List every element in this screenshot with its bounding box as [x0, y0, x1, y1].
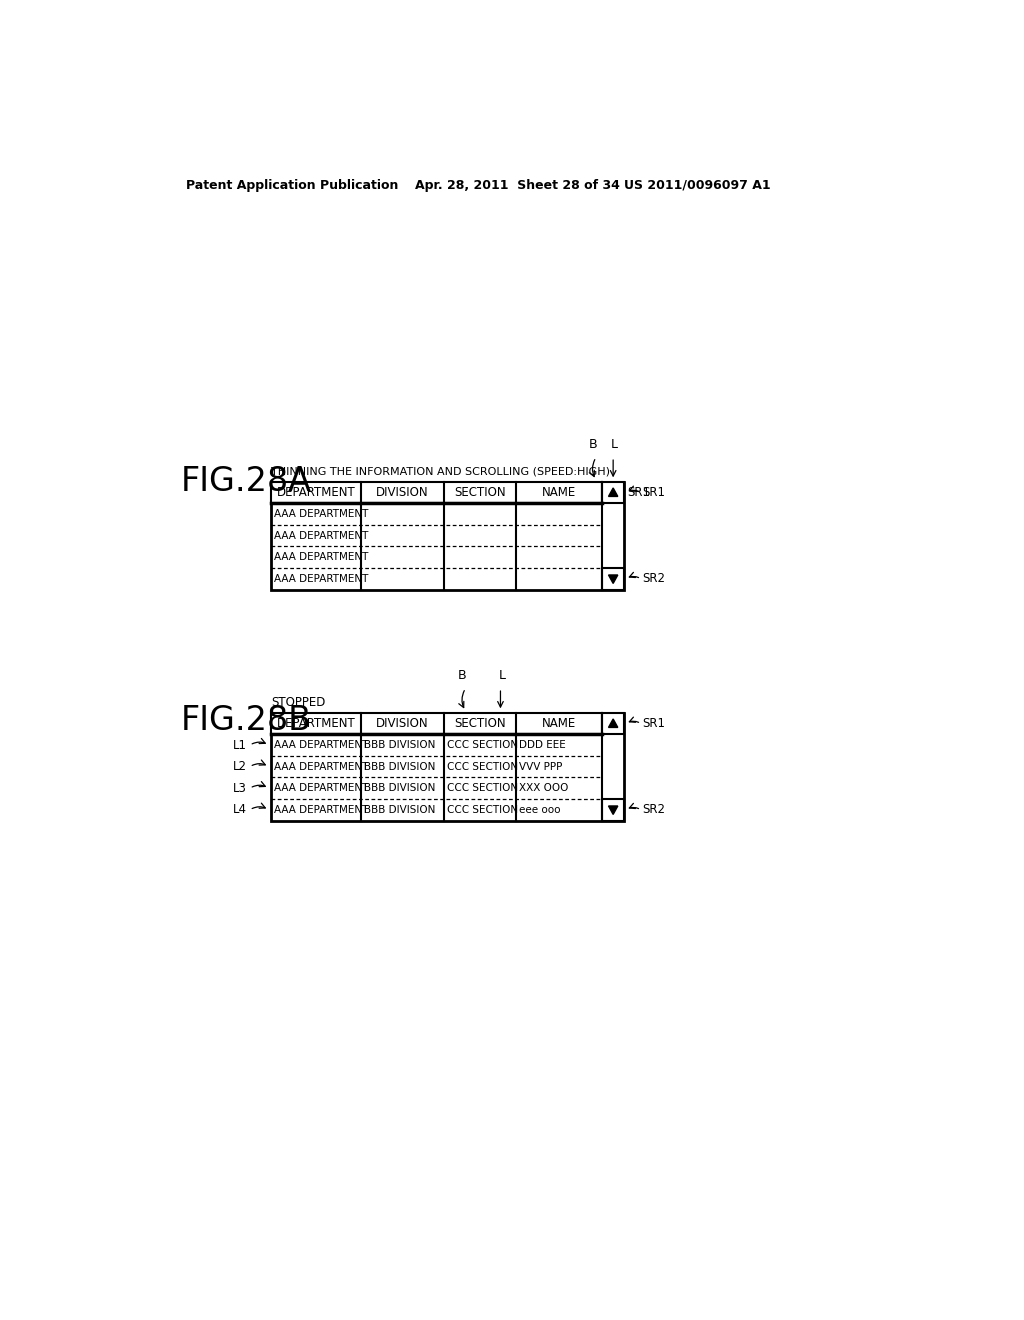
Polygon shape: [608, 807, 617, 814]
Text: B: B: [589, 438, 597, 451]
Text: AAA DEPARTMENT: AAA DEPARTMENT: [274, 510, 369, 519]
Text: BBB DIVISION: BBB DIVISION: [364, 805, 435, 814]
Text: L: L: [611, 438, 618, 451]
Text: NAME: NAME: [542, 717, 577, 730]
Bar: [602, 482, 624, 503]
Text: BBB DIVISION: BBB DIVISION: [364, 762, 435, 772]
Polygon shape: [608, 719, 617, 727]
Text: AAA DEPARTMENT: AAA DEPARTMENT: [274, 805, 369, 814]
Text: DIVISION: DIVISION: [376, 717, 429, 730]
Text: B: B: [458, 669, 467, 682]
Text: Patent Application Publication: Patent Application Publication: [186, 178, 398, 191]
Text: DDD EEE: DDD EEE: [518, 741, 565, 750]
Text: THINNING THE INFORMATION AND SCROLLING (SPEED:HIGH): THINNING THE INFORMATION AND SCROLLING (…: [271, 466, 610, 477]
Text: AAA DEPARTMENT: AAA DEPARTMENT: [274, 783, 369, 793]
Text: AAA DEPARTMENT: AAA DEPARTMENT: [274, 552, 369, 562]
Text: US 2011/0096097 A1: US 2011/0096097 A1: [624, 178, 771, 191]
Text: L4: L4: [232, 804, 247, 816]
Polygon shape: [608, 488, 617, 496]
Text: CCC SECTION: CCC SECTION: [447, 783, 518, 793]
Text: SR1: SR1: [643, 486, 666, 499]
Text: DEPARTMENT: DEPARTMENT: [276, 717, 355, 730]
Bar: [602, 799, 624, 821]
Text: SECTION: SECTION: [454, 486, 506, 499]
Text: DIVISION: DIVISION: [376, 486, 429, 499]
Text: AAA DEPARTMENT: AAA DEPARTMENT: [274, 574, 369, 583]
Text: CCC SECTION: CCC SECTION: [447, 805, 518, 814]
Text: AAA DEPARTMENT: AAA DEPARTMENT: [274, 531, 369, 541]
Bar: [602, 713, 624, 734]
Text: NAME: NAME: [542, 486, 577, 499]
Text: BBB DIVISION: BBB DIVISION: [364, 783, 435, 793]
Text: L: L: [499, 669, 506, 682]
Text: AAA DEPARTMENT: AAA DEPARTMENT: [274, 762, 369, 772]
Text: BBB DIVISION: BBB DIVISION: [364, 741, 435, 750]
Bar: [271, 713, 624, 821]
Bar: [602, 568, 624, 590]
Bar: [271, 482, 624, 590]
Polygon shape: [608, 576, 617, 583]
Text: VVV PPP: VVV PPP: [518, 762, 562, 772]
Text: SR1: SR1: [643, 717, 666, 730]
Text: L1: L1: [232, 739, 247, 751]
Text: SR1: SR1: [627, 486, 650, 499]
Text: Apr. 28, 2011  Sheet 28 of 34: Apr. 28, 2011 Sheet 28 of 34: [415, 178, 620, 191]
Text: eee ooo: eee ooo: [518, 805, 560, 814]
Text: SR2: SR2: [643, 804, 666, 816]
Text: FIG.28A: FIG.28A: [180, 466, 311, 499]
Text: FIG.28B: FIG.28B: [180, 704, 311, 737]
Text: CCC SECTION: CCC SECTION: [447, 741, 518, 750]
Text: CCC SECTION: CCC SECTION: [447, 762, 518, 772]
Bar: [271, 482, 602, 503]
Text: XXX OOO: XXX OOO: [518, 783, 568, 793]
Text: AAA DEPARTMENT: AAA DEPARTMENT: [274, 741, 369, 750]
Text: SR2: SR2: [643, 573, 666, 585]
Text: L2: L2: [232, 760, 247, 774]
Bar: [271, 713, 602, 734]
Text: L3: L3: [232, 781, 247, 795]
Text: DEPARTMENT: DEPARTMENT: [276, 486, 355, 499]
Text: SECTION: SECTION: [454, 717, 506, 730]
Text: STOPPED: STOPPED: [271, 696, 326, 709]
